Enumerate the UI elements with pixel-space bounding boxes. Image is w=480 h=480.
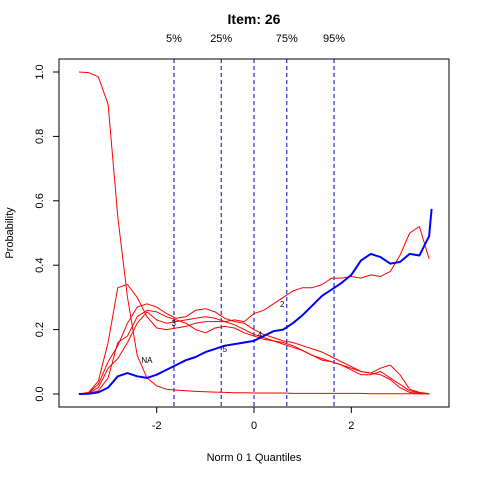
y-tick-label-2: 0.4 <box>34 258 46 273</box>
series-line-1 <box>78 226 430 395</box>
curve-labels: NA 2 3 4 5 <box>141 300 285 365</box>
quantile-label-1: 25% <box>210 33 232 45</box>
y-axis: 0.0 0.2 0.4 0.6 0.8 1.0 <box>34 64 59 402</box>
x-tick-label-2: 2 <box>348 420 354 432</box>
x-axis-label: Norm 0 1 Quantiles <box>207 452 302 464</box>
y-tick-label-5: 1.0 <box>34 64 46 79</box>
y-axis-label: Probability <box>4 207 16 259</box>
series-line-5 <box>78 208 433 395</box>
curve-label-0: NA <box>141 356 153 365</box>
curve-label-1: 2 <box>280 300 285 309</box>
y-tick-label-3: 0.6 <box>34 193 46 208</box>
y-tick-label-4: 0.8 <box>34 129 46 144</box>
quantile-label-4: 95% <box>323 33 345 45</box>
quantile-label-3: 75% <box>276 33 298 45</box>
y-tick-label-1: 0.2 <box>34 322 46 337</box>
curve-label-4: 5 <box>223 345 228 354</box>
x-axis: -2 0 2 <box>152 406 354 432</box>
curve-label-2: 3 <box>172 319 177 328</box>
x-tick-label-0: -2 <box>152 420 162 432</box>
series-line-0 <box>78 71 430 395</box>
series-line-3 <box>78 311 430 395</box>
series-line-4 <box>78 309 430 395</box>
series-group <box>78 71 433 395</box>
quantile-label-0: 5% <box>166 33 182 45</box>
curve-label-3: 4 <box>258 330 263 339</box>
x-tick-label-1: 0 <box>251 420 257 432</box>
chart-title: Item: 26 <box>228 11 281 27</box>
quantile-labels: 5% 25% 75% 95% <box>166 33 345 45</box>
y-tick-label-0: 0.0 <box>34 386 46 401</box>
quantile-lines <box>173 59 335 407</box>
